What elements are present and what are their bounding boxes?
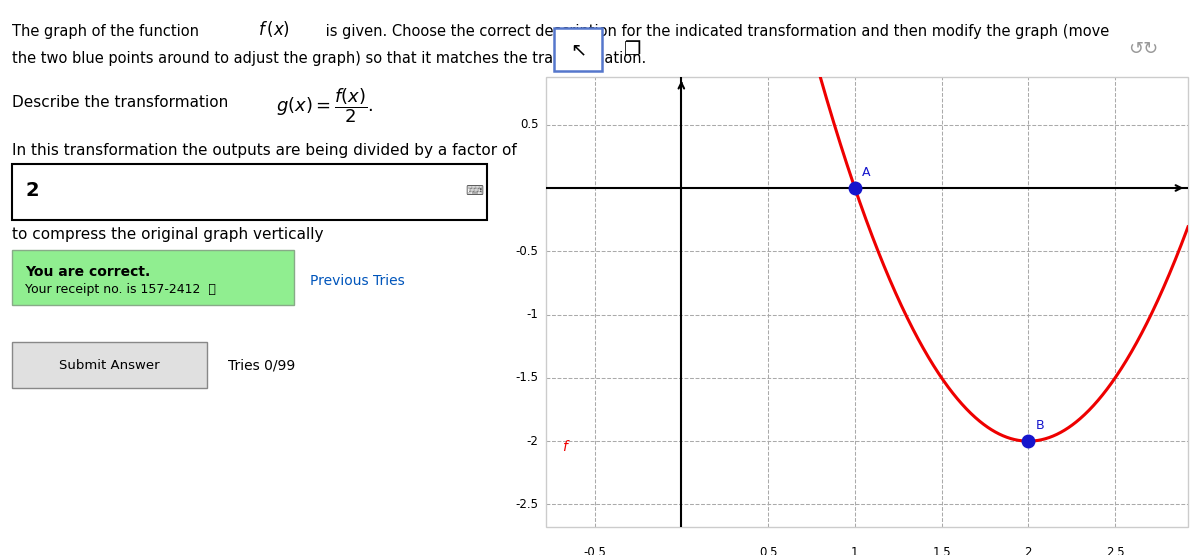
Bar [12,342,208,388]
Text: the two blue points around to adjust the graph) so that it matches the transform: the two blue points around to adjust the… [12,52,647,67]
Text: -2.5: -2.5 [515,498,539,511]
Text: ↖: ↖ [570,40,587,59]
Text: Describe the transformation: Describe the transformation [12,95,233,110]
Text: $f\,(x)$: $f\,(x)$ [258,19,289,39]
Text: -0.5: -0.5 [516,245,539,258]
Text: The graph of the function: The graph of the function [12,24,199,39]
Text: You are correct.: You are correct. [25,265,150,279]
Text: Submit Answer: Submit Answer [59,359,160,372]
Text: ↺↻: ↺↻ [1128,41,1158,58]
Text: In this transformation the outputs are being divided by a factor of: In this transformation the outputs are b… [12,143,517,158]
Text: Tries 0/99: Tries 0/99 [228,358,295,372]
Bar [12,164,487,220]
Text: 0.5: 0.5 [758,546,778,555]
Text: 1.5: 1.5 [932,546,950,555]
Bar [546,77,1188,527]
Text: -2: -2 [527,435,539,448]
Text: ⌨: ⌨ [466,185,482,198]
Text: $g(x) = \dfrac{f(x)}{2}$.: $g(x) = \dfrac{f(x)}{2}$. [276,86,373,124]
Text: B: B [1036,420,1044,432]
Text: A: A [862,166,870,179]
Text: -1: -1 [527,308,539,321]
Text: Previous Tries: Previous Tries [311,274,406,288]
Text: to compress the original graph vertically: to compress the original graph verticall… [12,227,324,242]
Text: 2: 2 [25,181,38,200]
Text: is given. Choose the correct description for the indicated transformation and th: is given. Choose the correct description… [320,24,1109,39]
Text: -0.5: -0.5 [583,546,606,555]
Text: 1: 1 [851,546,859,555]
Bar [12,250,294,305]
Text: 2.5: 2.5 [1106,546,1124,555]
Text: f: f [562,441,566,455]
Text: -1.5: -1.5 [515,371,539,385]
Text: ❐: ❐ [624,40,642,59]
Text: Your receipt no. is 157-2412  ⓘ: Your receipt no. is 157-2412 ⓘ [25,283,216,296]
Text: 0.5: 0.5 [520,118,539,131]
Bar [553,28,602,71]
Text: 2: 2 [1025,546,1032,555]
